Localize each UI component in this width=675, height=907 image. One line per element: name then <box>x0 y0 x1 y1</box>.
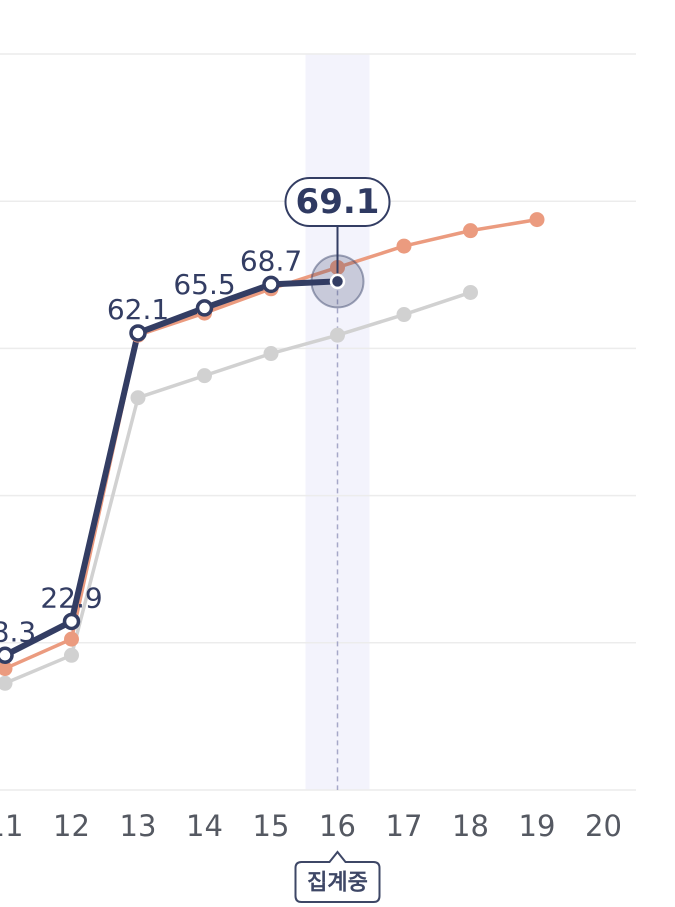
x-tick-label: 19 <box>519 809 556 843</box>
data-point-comparison-b <box>463 284 478 300</box>
data-point-comparison-b <box>197 368 212 384</box>
status-badge-bubble <box>294 850 381 903</box>
data-label: 68.7 <box>240 244 302 277</box>
data-point-comparison-a <box>529 212 545 228</box>
callout-value: 69.1 <box>296 182 380 222</box>
gridlines <box>0 53 636 791</box>
data-point-current <box>0 646 14 665</box>
series-line-current <box>2 278 341 659</box>
data-point-comparison-a <box>463 223 478 239</box>
x-axis-tick-labels: 11 12 13 14 15 16 17 18 19 20 <box>0 809 622 843</box>
x-tick-label: 13 <box>120 809 157 843</box>
data-label: 18.3 <box>0 615 36 648</box>
data-point-comparison-a <box>396 238 412 254</box>
data-labels: 18.322.9 62.165.568.7 <box>0 244 302 648</box>
x-tick-label: 17 <box>386 809 423 843</box>
data-point-comparison-b <box>130 390 146 406</box>
data-point-current <box>129 324 147 342</box>
highlight-band <box>305 54 370 790</box>
status-badge-label: 집계중 <box>307 871 368 896</box>
data-point-current <box>62 612 81 631</box>
data-point-current <box>195 299 214 317</box>
data-point-comparison-a <box>64 631 79 647</box>
data-point-comparison-b <box>64 647 79 663</box>
data-point-comparison-b <box>263 346 279 362</box>
x-tick-label: 14 <box>186 809 223 843</box>
x-tick-label: 20 <box>585 809 622 843</box>
series-line-comparison-b <box>3 290 473 686</box>
data-label: 62.1 <box>107 293 169 326</box>
data-point-current <box>329 273 346 290</box>
highlight-band-layer <box>305 54 370 790</box>
data-point-current <box>262 275 280 294</box>
data-point-comparison-b <box>0 675 13 691</box>
x-tick-label: 15 <box>253 809 290 843</box>
x-tick-label: 18 <box>452 809 489 843</box>
data-point-comparison-a <box>0 661 13 677</box>
series-points <box>0 212 545 691</box>
data-point-comparison-b <box>396 307 412 323</box>
x-tick-label: 16 <box>319 809 356 843</box>
data-label: 65.5 <box>173 268 235 301</box>
data-point-comparison-b <box>330 327 345 343</box>
x-tick-label: 12 <box>53 809 90 843</box>
status-badge: 집계중 <box>294 850 381 903</box>
x-tick-label: 11 <box>0 809 23 843</box>
value-callout: 69.1 <box>284 177 391 274</box>
data-label: 22.9 <box>40 581 102 614</box>
